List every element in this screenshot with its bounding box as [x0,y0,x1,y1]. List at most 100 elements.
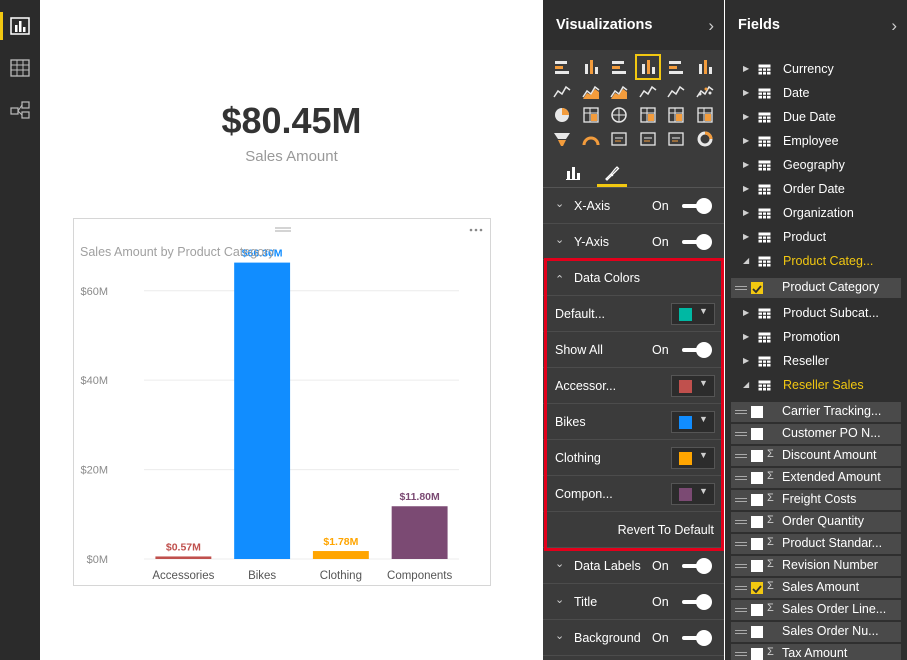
drag-grip-icon[interactable] [735,542,747,546]
expand-arrow-icon[interactable]: ▶ [743,88,750,97]
data-labels-toggle[interactable] [682,558,712,574]
filled-map-icon[interactable] [694,104,716,126]
data-colors-row[interactable]: ⌃ Data Colors [543,260,724,296]
expand-arrow-icon[interactable]: ▶ [743,308,750,317]
field-row[interactable]: Sales Order Nu... [731,622,901,642]
field-checkbox[interactable] [751,516,763,528]
collapse-chevron-icon[interactable]: › [708,16,714,35]
field-checkbox[interactable] [751,648,763,660]
table-employee[interactable]: ▶ Employee [725,130,907,154]
expand-arrow-icon[interactable]: ▶ [743,112,750,121]
drag-grip-icon[interactable] [275,227,291,232]
report-view-button[interactable] [0,8,40,44]
table-reseller-sales[interactable]: ◢ Reseller Sales [725,374,907,398]
table-product[interactable]: ▶ Product [725,226,907,250]
line-icon[interactable] [551,80,573,102]
accessories-color-picker[interactable]: ▼ [671,375,715,397]
clustered-bar-icon[interactable] [608,56,630,78]
line-column-icon[interactable] [637,80,659,102]
table-reseller[interactable]: ▶ Reseller [725,350,907,374]
drag-grip-icon[interactable] [735,564,747,568]
components-color-picker[interactable]: ▼ [671,483,715,505]
field-row[interactable]: Carrier Tracking... [731,402,901,422]
data-view-button[interactable] [0,50,40,86]
y-axis-toggle[interactable] [682,234,712,250]
area-icon[interactable] [580,80,602,102]
revert-to-default-button[interactable]: Revert To Default [617,523,714,537]
bar-accessories[interactable] [155,556,212,559]
expand-arrow-icon[interactable]: ▶ [743,208,750,217]
x-axis-row[interactable]: ⌄ X-Axis On [543,188,724,224]
matrix-icon[interactable] [665,104,687,126]
bar-clothing[interactable] [312,551,369,559]
show-all-toggle[interactable] [682,342,712,358]
drag-grip-icon[interactable] [735,652,747,656]
field-checkbox[interactable] [751,604,763,616]
field-checkbox[interactable] [751,472,763,484]
clothing-color-picker[interactable]: ▼ [671,447,715,469]
field-checkbox[interactable] [751,494,763,506]
x-axis-toggle[interactable] [682,198,712,214]
expand-arrow-icon[interactable]: ▶ [743,332,750,341]
chevron-down-icon[interactable]: ⌄ [555,558,565,570]
100-column-icon[interactable] [694,56,716,78]
table-product-categ-[interactable]: ◢ Product Categ... [725,250,907,274]
field-checkbox[interactable] [751,406,763,418]
field-row[interactable]: Σ Order Quantity [731,512,901,532]
default-color-picker[interactable]: ▼ [671,303,715,325]
field-checkbox[interactable] [751,582,763,594]
gauge-icon[interactable] [580,128,602,150]
field-row[interactable]: Σ Sales Amount [731,578,901,598]
field-checkbox[interactable] [751,560,763,572]
collapse-chevron-icon[interactable]: › [891,16,897,35]
slicer-icon[interactable] [665,128,687,150]
title-toggle[interactable] [682,594,712,610]
card-icon[interactable] [608,128,630,150]
field-row[interactable]: Σ Discount Amount [731,446,901,466]
fields-tab[interactable] [558,158,588,186]
drag-grip-icon[interactable] [735,410,747,414]
table-geography[interactable]: ▶ Geography [725,154,907,178]
field-row[interactable]: Σ Extended Amount [731,468,901,488]
clustered-column-icon[interactable] [634,54,661,80]
format-tab[interactable] [597,158,627,187]
expand-arrow-icon[interactable]: ▶ [743,356,750,365]
expanded-arrow-icon[interactable]: ◢ [743,256,750,265]
pie-icon[interactable] [551,104,573,126]
bikes-color-picker[interactable]: ▼ [671,411,715,433]
field-row[interactable]: Σ Product Standar... [731,534,901,554]
field-checkbox[interactable] [751,626,763,638]
drag-grip-icon[interactable] [735,520,747,524]
ribbon-icon[interactable] [665,80,687,102]
map-icon[interactable] [608,104,630,126]
field-row[interactable]: Σ Sales Order Line... [731,600,901,620]
100-bar-icon[interactable] [665,56,687,78]
more-options-icon[interactable] [469,228,483,232]
table-date[interactable]: ▶ Date [725,82,907,106]
drag-grip-icon[interactable] [735,476,747,480]
table-order-date[interactable]: ▶ Order Date [725,178,907,202]
table-icon[interactable] [637,104,659,126]
table-currency[interactable]: ▶ Currency [725,58,907,82]
field-row[interactable]: Σ Revision Number [731,556,901,576]
drag-grip-icon[interactable] [735,586,747,590]
stacked-area-icon[interactable] [608,80,630,102]
chevron-down-icon[interactable]: ⌄ [555,198,565,210]
background-toggle[interactable] [682,630,712,646]
drag-grip-icon[interactable] [735,608,747,612]
chevron-down-icon[interactable]: ⌄ [555,594,565,606]
drag-grip-icon[interactable] [735,454,747,458]
multi-row-card-icon[interactable] [637,128,659,150]
drag-grip-icon[interactable] [735,432,747,436]
expand-arrow-icon[interactable]: ▶ [743,136,750,145]
expand-arrow-icon[interactable]: ▶ [743,160,750,169]
drag-grip-icon[interactable] [735,286,747,290]
donut-icon[interactable] [694,128,716,150]
field-row[interactable]: Σ Tax Amount [731,644,901,660]
chevron-down-icon[interactable]: ⌄ [555,234,565,246]
table-product-subcat-[interactable]: ▶ Product Subcat... [725,302,907,326]
title-row[interactable]: ⌄ Title On [543,584,724,620]
scatter-icon[interactable] [694,80,716,102]
stacked-bar-icon[interactable] [551,56,573,78]
drag-grip-icon[interactable] [735,498,747,502]
